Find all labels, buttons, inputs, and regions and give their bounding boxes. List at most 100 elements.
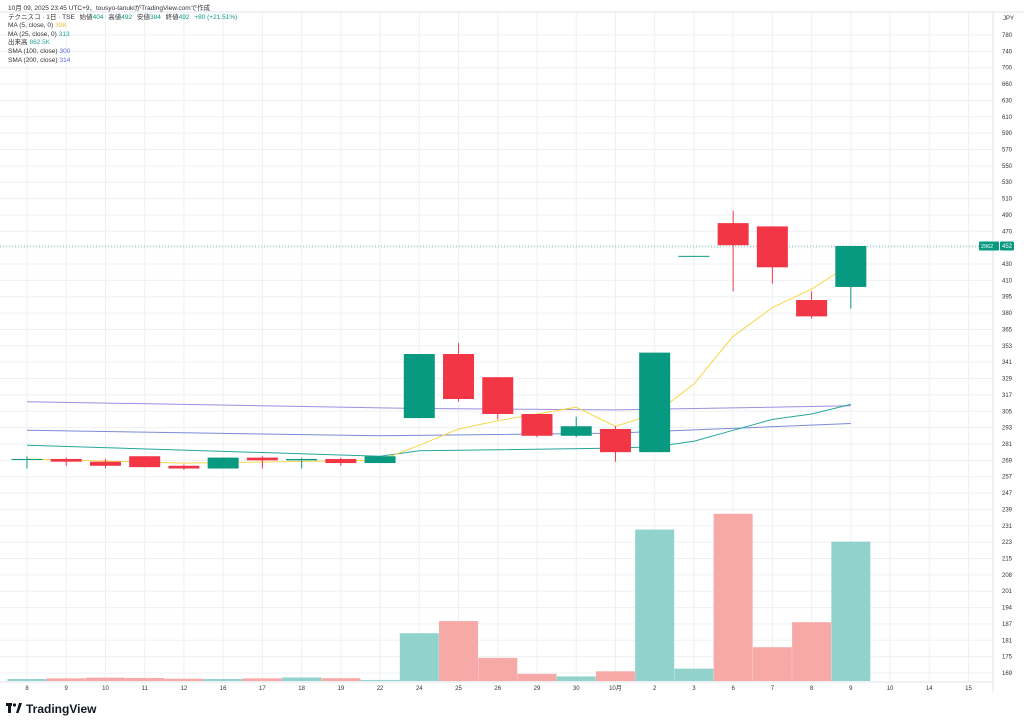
- indicator-sma200[interactable]: SMA (200, close) 314: [8, 57, 237, 66]
- price-tick-label: 510: [1002, 197, 1013, 203]
- indicator-ma25[interactable]: MA (25, close, 0) 313: [8, 31, 237, 40]
- price-tick-label: 610: [1002, 115, 1013, 121]
- price-tick-label: 700: [1002, 66, 1013, 72]
- volume-bar: [242, 678, 282, 681]
- candles: [11, 210, 867, 470]
- time-tick-label: 7: [771, 686, 775, 692]
- candle-body: [50, 458, 82, 462]
- tradingview-branding[interactable]: TradingView: [6, 702, 96, 716]
- indicator-volume-label: 出来高: [8, 39, 28, 47]
- price-tick-label: 215: [1002, 556, 1013, 562]
- candle-body: [89, 461, 121, 466]
- price-tick-label: 305: [1002, 409, 1013, 415]
- candle-body: [168, 465, 200, 469]
- last-price-label: 452: [1002, 244, 1013, 250]
- volume-bar: [478, 657, 518, 681]
- indicator-sma100-label: SMA (100, close): [8, 47, 58, 55]
- price-tick-label: 169: [1002, 671, 1013, 677]
- tv-logo-icon: [6, 702, 22, 716]
- candle-body: [443, 354, 475, 399]
- price-tick-label: 293: [1002, 426, 1013, 432]
- time-tick-label: 19: [337, 686, 344, 692]
- candle-body: [11, 458, 43, 460]
- time-tick-label: 11: [142, 686, 149, 692]
- price-tick-label: 430: [1002, 262, 1013, 268]
- last-price-tag: 2962: [981, 244, 993, 250]
- volume-bar: [517, 673, 557, 681]
- indicator-ma5-value: 398: [55, 22, 67, 30]
- brand-name: TradingView: [26, 702, 97, 716]
- time-tick-label: 10: [102, 686, 109, 692]
- candle-body: [560, 426, 592, 436]
- price-tick-label: 341: [1002, 360, 1013, 366]
- price-tick-label: 660: [1002, 82, 1013, 88]
- symbol-label[interactable]: テクニスコ · 1日 · TSE: [8, 13, 75, 21]
- ohlc-high-label: 高値: [108, 13, 122, 21]
- time-tick-label: 8: [25, 686, 29, 692]
- time-tick-label: 2: [653, 686, 657, 692]
- time-tick-label: 10月: [609, 685, 622, 692]
- ohlc-change-value: +80 (+21.51%): [194, 13, 238, 21]
- price-tick-label: 208: [1002, 573, 1013, 579]
- candle-body: [756, 226, 788, 268]
- volume-bar: [360, 679, 400, 681]
- time-tick-label: 18: [298, 686, 305, 692]
- price-tick-label: 269: [1002, 458, 1013, 464]
- indicator-volume-value: 862.5K: [29, 39, 51, 47]
- candle-body: [599, 428, 631, 453]
- time-tick-label: 22: [377, 686, 384, 692]
- price-tick-label: 239: [1002, 507, 1013, 513]
- candle-body: [129, 456, 161, 468]
- time-tick-label: 10: [887, 686, 894, 692]
- last-price-tag-box: [979, 241, 999, 251]
- sma200-line: [26, 423, 851, 437]
- volume-bar: [556, 676, 596, 681]
- price-tick-label: 231: [1002, 524, 1013, 530]
- ohlc-low-value: 384: [149, 13, 161, 21]
- indicator-sma100[interactable]: SMA (100, close) 300: [8, 48, 237, 57]
- price-tick-label: 395: [1002, 295, 1013, 301]
- chart-legend: 10月 09, 2025 23:45 UTC+9、tousyo-tanukiがT…: [8, 5, 237, 65]
- volume-bar: [399, 633, 439, 681]
- time-tick-label: 9: [849, 686, 853, 692]
- time-tick-label: 24: [416, 686, 423, 692]
- price-tick-label: 780: [1002, 33, 1013, 39]
- price-tick-label: 257: [1002, 475, 1013, 481]
- volume-bar: [674, 668, 714, 681]
- indicator-ma5-label: MA (5, close, 0): [8, 22, 54, 30]
- time-tick-label: 16: [220, 686, 227, 692]
- ma25-line: [26, 403, 851, 457]
- indicator-ma5[interactable]: MA (5, close, 0) 398: [8, 22, 237, 31]
- time-tick-label: 6: [731, 686, 735, 692]
- candle-body: [207, 457, 239, 469]
- indicator-ma25-label: MA (25, close, 0): [8, 30, 57, 38]
- ohlc-high-value: 492: [121, 13, 133, 21]
- price-tick-label: 530: [1002, 180, 1013, 186]
- price-tick-label: 194: [1002, 606, 1013, 612]
- time-tick-label: 3: [692, 686, 696, 692]
- ohlc-low-label: 安値: [136, 13, 150, 21]
- price-tick-label: 570: [1002, 148, 1013, 154]
- price-tick-label: 490: [1002, 213, 1013, 219]
- volume-bar: [752, 647, 792, 681]
- time-tick-label: 17: [259, 686, 266, 692]
- indicator-volume[interactable]: 出来高 862.5K: [8, 39, 237, 48]
- symbol-row: テクニスコ · 1日 · TSE 始値404 高値492 安値384 終値492…: [8, 14, 237, 23]
- price-tick-label: 410: [1002, 278, 1013, 284]
- price-tick-label: 329: [1002, 377, 1013, 383]
- volume-bar: [46, 678, 86, 681]
- volume-bar: [85, 677, 125, 681]
- price-tick-label: 550: [1002, 164, 1013, 170]
- price-tick-label: 317: [1002, 393, 1013, 399]
- time-tick-label: 26: [494, 686, 501, 692]
- volume-bar: [164, 678, 204, 681]
- candle-body: [246, 457, 278, 461]
- price-tick-label: 223: [1002, 540, 1013, 546]
- volume-bar: [282, 677, 322, 681]
- volume-bar: [831, 541, 871, 681]
- candle-body: [403, 354, 435, 419]
- price-tick-label: 380: [1002, 311, 1013, 317]
- time-tick-label: 12: [181, 686, 188, 692]
- time-tick-label: 29: [534, 686, 541, 692]
